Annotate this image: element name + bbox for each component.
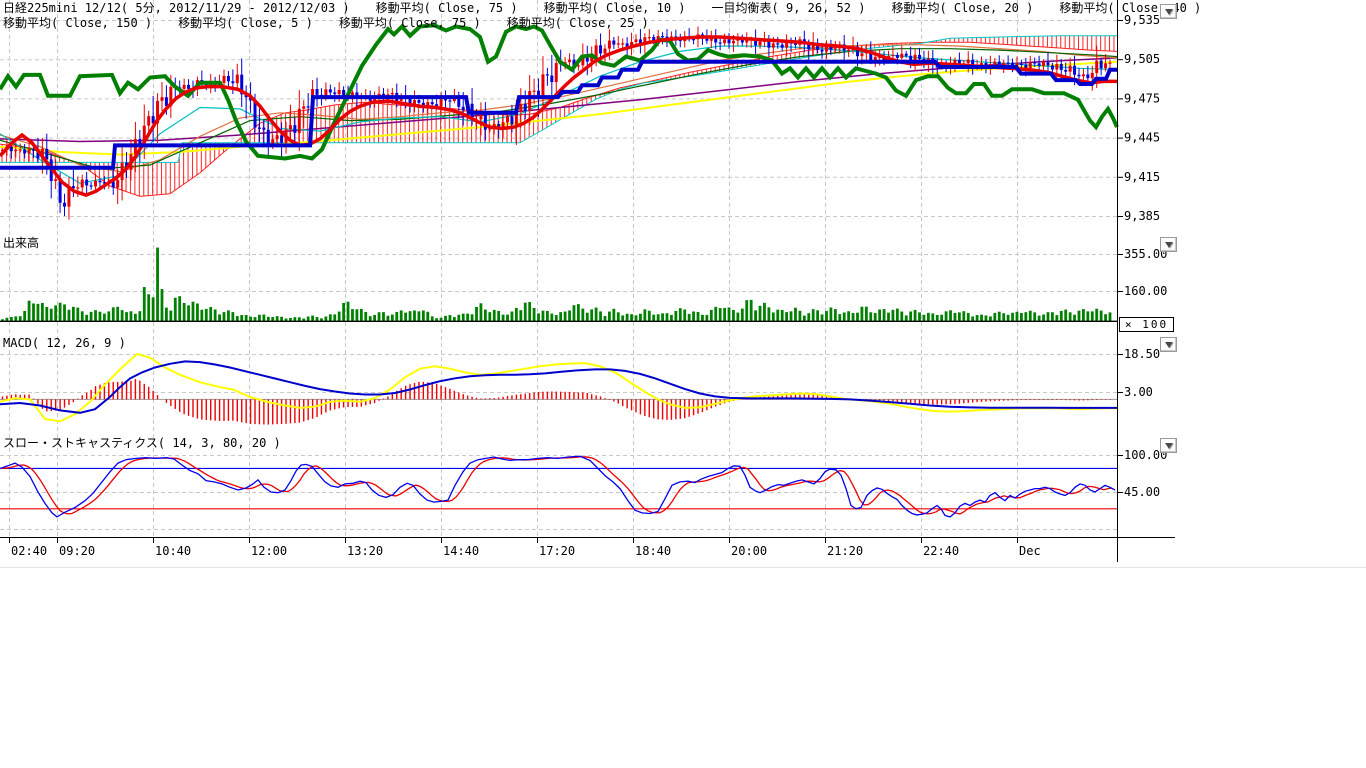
legend-item: 一目均衡表( 9, 26, 52 ) — [712, 2, 866, 15]
bottom-divider — [0, 567, 1366, 568]
time-axis-labels: 02:40 09:20 10:40 12:00 13:20 14:40 17:20 18:40… — [10, 537, 1041, 558]
volume-bars — [1, 248, 1111, 322]
macd-histogram — [3, 379, 1111, 425]
price-axis-labels: 9,5359,5059,4759,4459,4159,385355.00160.… — [1117, 13, 1167, 499]
volume-multiplier-badge: × 100 — [1119, 317, 1174, 332]
legend-item: 移動平均( Close, 75 ) — [339, 17, 481, 30]
trading-chart-app: 9,5359,5059,4759,4459,4159,385355.00160.… — [0, 0, 1366, 768]
macd-panel-label: MACD( 12, 26, 9 ) — [3, 337, 126, 350]
y-axis-label: 160.00 — [1124, 284, 1167, 298]
dropdown-arrow-icon — [1165, 443, 1173, 449]
y-axis-label: 3.00 — [1124, 385, 1153, 399]
time-tick-label: 14:40 — [443, 544, 479, 558]
y-axis-label: 45.00 — [1124, 485, 1160, 499]
stoch-k-line — [0, 456, 1115, 517]
time-tick-label: 20:00 — [731, 544, 767, 558]
dropdown-arrow-icon — [1165, 9, 1173, 15]
legend-item: 移動平均( Close, 10 ) — [544, 2, 686, 15]
indicator-legend-row-1: 日経225mini 12/12( 5分, 2012/11/29 - 2012/1… — [3, 2, 1201, 15]
time-tick-label: 13:20 — [347, 544, 383, 558]
stochastics-panel-label: スロー・ストキャスティクス( 14, 3, 80, 20 ) — [3, 437, 281, 450]
legend-item: 移動平均( Close, 40 ) — [1059, 2, 1201, 15]
macd-panel-menu-button[interactable] — [1160, 337, 1177, 352]
dropdown-arrow-icon — [1165, 342, 1173, 348]
legend-item: 移動平均( Close, 150 ) — [3, 17, 152, 30]
volume-panel-label: 出来高 — [3, 237, 39, 250]
time-tick-label: 09:20 — [59, 544, 95, 558]
stoch-panel-menu-button[interactable] — [1160, 438, 1177, 453]
y-axis-label: 9,535 — [1124, 13, 1160, 27]
y-axis-label: 9,415 — [1124, 170, 1160, 184]
time-tick-label: 12:00 — [251, 544, 287, 558]
time-tick-label: 02:40 — [11, 544, 47, 558]
stoch-d-line — [0, 457, 1112, 514]
y-axis-label: 9,475 — [1124, 91, 1160, 105]
indicator-legend-row-2: 移動平均( Close, 150 ) 移動平均( Close, 5 ) 移動平均( … — [3, 17, 649, 30]
legend-item: 移動平均( Close, 75 ) — [376, 2, 518, 15]
legend-item: 移動平均( Close, 5 ) — [178, 17, 313, 30]
time-tick-label: 22:40 — [923, 544, 959, 558]
dropdown-arrow-icon — [1165, 242, 1173, 248]
time-tick-label: Dec — [1019, 544, 1041, 558]
volume-panel-menu-button[interactable] — [1160, 237, 1177, 252]
legend-item: 移動平均( Close, 20 ) — [891, 2, 1033, 15]
time-tick-label: 18:40 — [635, 544, 671, 558]
time-tick-label: 10:40 — [155, 544, 191, 558]
time-tick-label: 17:20 — [539, 544, 575, 558]
y-axis-label: 9,505 — [1124, 52, 1160, 66]
chart-canvas: 9,5359,5059,4759,4459,4159,385355.00160.… — [0, 0, 1366, 768]
y-axis-label: 9,385 — [1124, 209, 1160, 223]
legend-item: 移動平均( Close, 25 ) — [507, 17, 649, 30]
legend-item: 日経225mini 12/12( 5分, 2012/11/29 - 2012/1… — [3, 2, 350, 15]
time-tick-label: 21:20 — [827, 544, 863, 558]
y-axis-label: 18.50 — [1124, 347, 1160, 361]
price-panel-menu-button[interactable] — [1160, 4, 1177, 19]
y-axis-label: 9,445 — [1124, 131, 1160, 145]
